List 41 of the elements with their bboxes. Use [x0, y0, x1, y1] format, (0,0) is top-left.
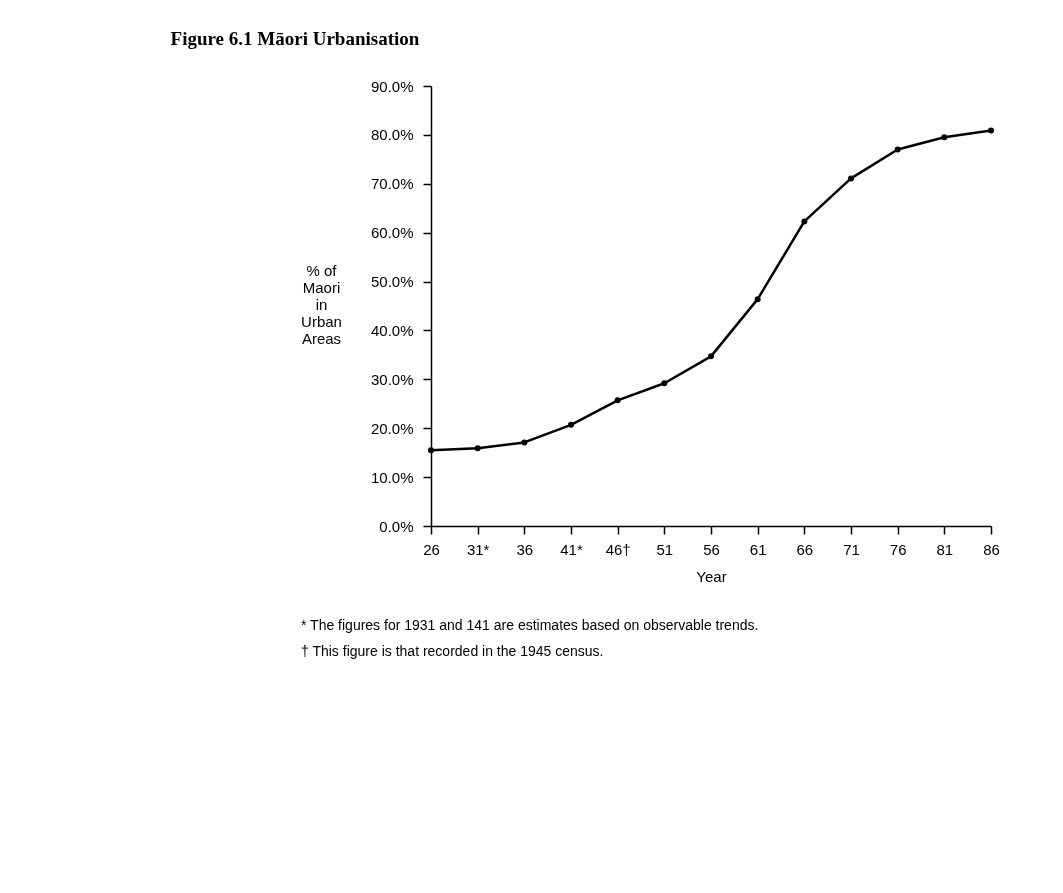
point: [521, 439, 528, 446]
y-tick-label: 30.0%: [370, 370, 414, 388]
text: † This figure is that recorded in the 1945 census.: [301, 643, 604, 659]
point: [894, 146, 901, 153]
point: [801, 218, 808, 225]
y-tick-label: 0.0%: [379, 517, 414, 535]
point: [941, 134, 948, 141]
x-tick-label: 51: [656, 540, 674, 558]
y-tick-label: 90.0%: [370, 77, 414, 95]
x-tick-label: 31*: [466, 540, 490, 558]
x-tick-label: 71: [843, 540, 860, 558]
x-tick-label: 41*: [560, 540, 583, 558]
x-tick-label: 86: [983, 540, 1000, 558]
y-tick-label: 60.0%: [370, 224, 414, 242]
x-tick-label: 66: [796, 540, 814, 558]
y-tick-label: 40.0%: [370, 321, 414, 339]
point: [708, 353, 714, 360]
x-tick-label: 56: [703, 540, 720, 558]
text: * The figures for 1931 and 141 are estimates based on observable trends.: [301, 617, 759, 633]
point: [474, 445, 481, 452]
y-tick-label: 80.0%: [370, 126, 414, 144]
x-tick-label: 36: [516, 540, 534, 558]
y-tick-label: 10.0%: [370, 468, 414, 486]
point: [848, 175, 854, 182]
chart-title: Figure 6.1 Māori Urbanisation: [170, 28, 420, 49]
point: [614, 397, 621, 404]
point: [661, 380, 668, 387]
x-tick-label: 81: [936, 540, 954, 558]
x-tick-label: 61: [749, 540, 767, 558]
y-axis-title: % of Maori in Urban Areas: [301, 262, 342, 348]
point: [754, 296, 761, 303]
x-tick-label: 46†: [605, 540, 631, 558]
x-tick-label: 76: [889, 540, 907, 558]
point: [428, 447, 434, 454]
x-tick-label: 26: [423, 540, 440, 558]
y-tick-label: 70.0%: [370, 175, 414, 193]
x-axis-title: Year: [696, 567, 727, 585]
point: [568, 421, 574, 428]
y-tick-label: 50.0%: [370, 273, 414, 291]
point: [988, 127, 994, 134]
y-tick-label: 20.0%: [370, 419, 414, 437]
